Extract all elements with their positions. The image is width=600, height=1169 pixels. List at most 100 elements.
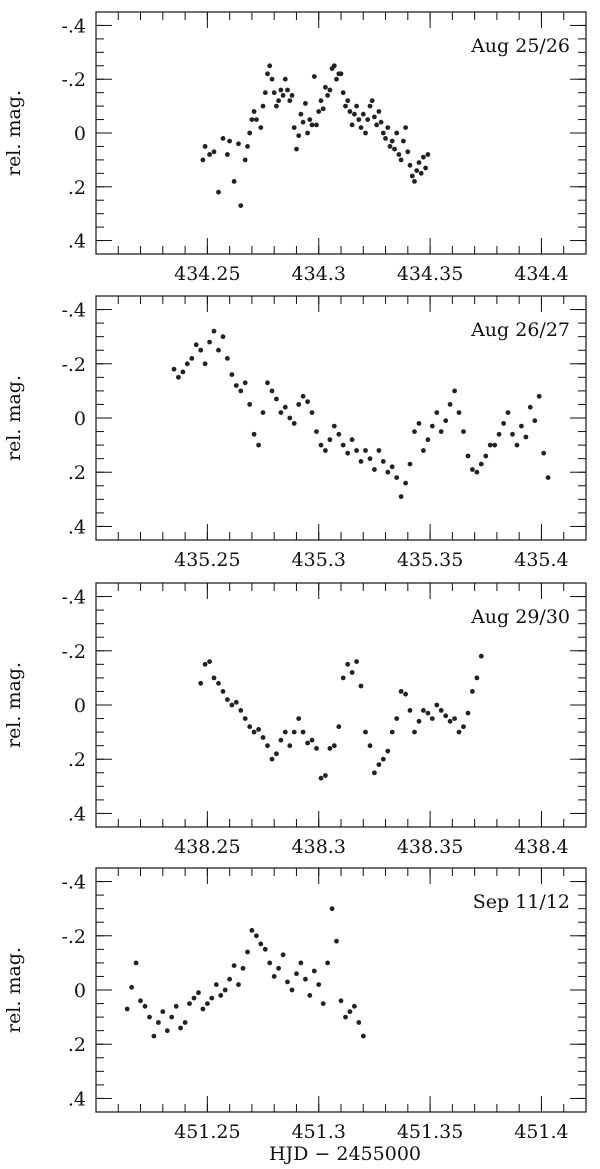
data-point [247, 402, 253, 407]
x-tick-label: 451.35 [397, 1121, 463, 1143]
data-point [380, 459, 386, 464]
data-point [372, 114, 377, 120]
x-tick-label: 435.4 [514, 549, 568, 571]
data-point [314, 746, 319, 751]
data-point [184, 361, 190, 367]
data-point [316, 109, 322, 114]
data-point [327, 437, 333, 443]
data-point [434, 702, 440, 708]
data-point [438, 429, 444, 434]
data-point [296, 716, 302, 721]
y-tick-label: .4 [68, 231, 86, 253]
data-point [309, 410, 315, 415]
data-point [320, 106, 326, 112]
data-point [421, 708, 426, 713]
x-tick-label: 435.35 [397, 549, 463, 571]
data-point [311, 74, 317, 79]
data-point [465, 710, 471, 716]
data-point [470, 467, 475, 472]
data-point [356, 117, 362, 122]
data-point [171, 366, 177, 372]
data-point [211, 149, 217, 155]
data-point [372, 467, 377, 472]
data-point [247, 724, 253, 730]
y-tick-label: -.4 [61, 15, 86, 37]
data-point [291, 125, 297, 130]
data-point [178, 1025, 184, 1031]
data-point [196, 990, 201, 996]
data-point [258, 125, 264, 130]
data-point [282, 404, 288, 410]
y-tick-label: .2 [68, 462, 86, 484]
data-point [311, 968, 317, 974]
data-point [289, 987, 295, 993]
data-point [376, 109, 382, 114]
data-point [242, 157, 248, 163]
x-tick-label: 451.4 [514, 1121, 568, 1143]
data-point [394, 475, 400, 480]
data-point [220, 136, 226, 141]
data-point [318, 442, 324, 448]
data-point [331, 63, 337, 69]
data-point [367, 743, 373, 749]
data-point [242, 716, 248, 721]
data-point [300, 729, 306, 735]
y-axis-title: rel. mag. [3, 375, 25, 461]
data-point [429, 716, 435, 721]
data-point [323, 84, 328, 90]
data-point [340, 442, 346, 448]
data-point [205, 1001, 210, 1006]
data-point [456, 729, 462, 735]
data-point [236, 982, 241, 987]
data-point [389, 464, 395, 470]
data-point [238, 388, 244, 394]
data-point [396, 152, 402, 157]
data-point [349, 670, 355, 675]
data-point [318, 775, 324, 781]
data-point [305, 399, 310, 405]
data-point [282, 729, 288, 735]
data-point [365, 117, 371, 122]
data-point [193, 342, 199, 348]
data-point [202, 661, 208, 667]
data-point [403, 480, 408, 486]
y-tick-label: -.2 [61, 641, 86, 663]
data-point [403, 125, 408, 130]
data-point [314, 122, 319, 128]
data-point [216, 680, 221, 686]
data-point [376, 448, 382, 453]
data-point [309, 737, 315, 743]
data-point [421, 448, 426, 453]
data-point [398, 689, 404, 694]
data-point [338, 998, 344, 1004]
data-point [225, 356, 230, 361]
data-point [260, 103, 266, 109]
data-point [220, 334, 226, 340]
data-point [374, 122, 379, 128]
data-point [527, 404, 533, 410]
data-point [307, 117, 313, 122]
chart-panel: 438.25 438.3 438.35 438.4 -.4 -.2 0 .2 .4 rel. ma… [3, 582, 587, 858]
data-point [265, 71, 270, 77]
chart-panel: 451.25 451.3 451.35 451.4 -.4 -.2 0 .2 .4 rel. ma… [3, 867, 587, 1143]
data-point [354, 448, 359, 453]
data-point [271, 974, 277, 979]
data-point [200, 157, 206, 163]
data-point [251, 109, 257, 114]
data-point [394, 716, 400, 721]
data-point [320, 1001, 326, 1006]
data-point [414, 168, 420, 174]
data-point [421, 154, 426, 160]
data-point [523, 434, 529, 440]
data-point [425, 437, 431, 443]
data-point [225, 697, 230, 702]
data-point [385, 748, 391, 754]
y-tick-label: 0 [74, 695, 86, 717]
data-point [403, 691, 408, 697]
data-point [124, 1006, 130, 1012]
data-point [325, 93, 330, 98]
data-point [354, 103, 359, 109]
data-point [363, 448, 368, 453]
chart-panel: 435.25 435.3 435.35 435.4 -.4 -.2 0 .2 .4 rel. ma… [3, 295, 587, 571]
